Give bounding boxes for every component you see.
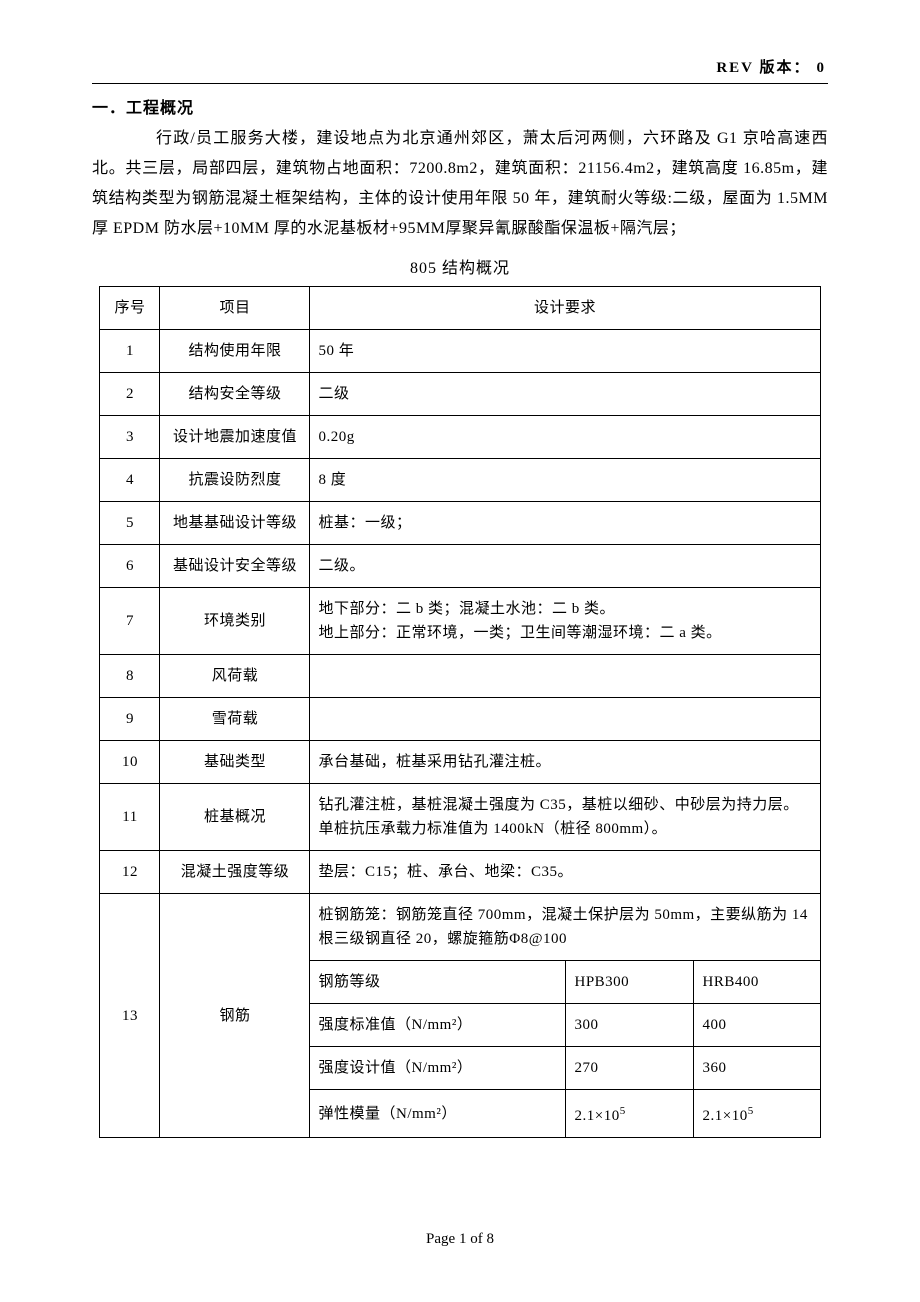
cell-seq: 9: [100, 698, 160, 741]
cell-val: 钻孔灌注桩，基桩混凝土强度为 C35，基桩以细砂、中砂层为持力层。 单桩抗压承载…: [310, 784, 820, 851]
cell-val: 0.20g: [310, 416, 820, 459]
table-row: 1 结构使用年限 50 年: [100, 330, 820, 373]
cell-val: 二级。: [310, 545, 820, 588]
sub-hrb: HRB400: [694, 961, 820, 1004]
cell-val: [310, 655, 820, 698]
cell-item: 设计地震加速度值: [160, 416, 310, 459]
cell-seq: 2: [100, 373, 160, 416]
cell-item: 钢筋: [160, 894, 310, 1138]
col-seq: 序号: [100, 287, 160, 330]
rev-label: REV 版本：: [716, 60, 810, 76]
cell-seq: 1: [100, 330, 160, 373]
cell-item: 环境类别: [160, 588, 310, 655]
col-req: 设计要求: [310, 287, 820, 330]
sub-hrb: 2.1×105: [694, 1090, 820, 1138]
cell-line: 地上部分：正常环境，一类；卫生间等潮湿环境：二 a 类。: [318, 625, 721, 641]
table-row: 8 风荷载: [100, 655, 820, 698]
cell-seq: 6: [100, 545, 160, 588]
cell-seq: 5: [100, 502, 160, 545]
table-row: 5 地基基础设计等级 桩基：一级；: [100, 502, 820, 545]
cell-item: 结构使用年限: [160, 330, 310, 373]
cell-line: 钻孔灌注桩，基桩混凝土强度为 C35，基桩以细砂、中砂层为持力层。: [318, 797, 798, 813]
table-row: 11 桩基概况 钻孔灌注桩，基桩混凝土强度为 C35，基桩以细砂、中砂层为持力层…: [100, 784, 820, 851]
cell-val: 二级: [310, 373, 820, 416]
sub-label: 弹性模量（N/mm²）: [310, 1090, 566, 1138]
page-footer: Page 1 of 8: [0, 1231, 920, 1248]
intro-paragraph: 行政/员工服务大楼，建设地点为北京通州郊区，萧太后河两侧，六环路及 G1 京哈高…: [92, 124, 828, 244]
sub-label: 强度设计值（N/mm²）: [310, 1047, 566, 1090]
cell-line: 地下部分：二 b 类；混凝土水池：二 b 类。: [318, 601, 615, 617]
cell-val: 桩基：一级；: [310, 502, 820, 545]
sub-hpb: 2.1×105: [566, 1090, 694, 1138]
cell-item: 混凝土强度等级: [160, 851, 310, 894]
cell-seq: 11: [100, 784, 160, 851]
cell-val: 承台基础，桩基采用钻孔灌注桩。: [310, 741, 820, 784]
page: REV 版本： 0 一．工程概况 行政/员工服务大楼，建设地点为北京通州郊区，萧太…: [0, 0, 920, 1302]
superscript: 5: [620, 1105, 626, 1117]
cell-val: 50 年: [310, 330, 820, 373]
sub-label: 强度标准值（N/mm²）: [310, 1004, 566, 1047]
cell-seq: 3: [100, 416, 160, 459]
cell-val: 垫层：C15；桩、承台、地梁：C35。: [310, 851, 820, 894]
cell-item: 地基基础设计等级: [160, 502, 310, 545]
table-row: 4 抗震设防烈度 8 度: [100, 459, 820, 502]
cell-seq: 8: [100, 655, 160, 698]
table-row: 3 设计地震加速度值 0.20g: [100, 416, 820, 459]
sub-hrb: 400: [694, 1004, 820, 1047]
cell-seq: 13: [100, 894, 160, 1138]
sub-hrb: 360: [694, 1047, 820, 1090]
cell-item: 风荷载: [160, 655, 310, 698]
cell-seq: 10: [100, 741, 160, 784]
cell-line: 单桩抗压承载力标准值为 1400kN（桩径 800mm）。: [318, 821, 667, 837]
table-caption: 805 结构概况: [92, 254, 828, 278]
cell-item: 抗震设防烈度: [160, 459, 310, 502]
cell-val: 桩钢筋笼：钢筋笼直径 700mm，混凝土保护层为 50mm，主要纵筋为 14 根…: [310, 894, 820, 961]
table-row: 10 基础类型 承台基础，桩基采用钻孔灌注桩。: [100, 741, 820, 784]
cell-seq: 12: [100, 851, 160, 894]
cell-item: 结构安全等级: [160, 373, 310, 416]
rev-header: REV 版本： 0: [92, 56, 828, 77]
table-row: 12 混凝土强度等级 垫层：C15；桩、承台、地梁：C35。: [100, 851, 820, 894]
col-item: 项目: [160, 287, 310, 330]
cell-seq: 7: [100, 588, 160, 655]
structure-table: 序号 项目 设计要求 1 结构使用年限 50 年 2 结构安全等级 二级 3 设…: [99, 286, 820, 1138]
val-text: 2.1×10: [574, 1108, 619, 1124]
cell-line: 根三级钢直径 20，螺旋箍筋Φ8@100: [318, 931, 567, 947]
cell-val: 地下部分：二 b 类；混凝土水池：二 b 类。 地上部分：正常环境，一类；卫生间…: [310, 588, 820, 655]
val-text: 2.1×10: [702, 1108, 747, 1124]
cell-item: 基础设计安全等级: [160, 545, 310, 588]
table-row: 2 结构安全等级 二级: [100, 373, 820, 416]
cell-val: [310, 698, 820, 741]
header-rule: [92, 83, 828, 84]
table-row: 13 钢筋 桩钢筋笼：钢筋笼直径 700mm，混凝土保护层为 50mm，主要纵筋…: [100, 894, 820, 961]
cell-val: 8 度: [310, 459, 820, 502]
table-row: 6 基础设计安全等级 二级。: [100, 545, 820, 588]
section-title: 一．工程概况: [92, 94, 828, 118]
cell-item: 雪荷载: [160, 698, 310, 741]
table-row: 7 环境类别 地下部分：二 b 类；混凝土水池：二 b 类。 地上部分：正常环境…: [100, 588, 820, 655]
sub-label: 钢筋等级: [310, 961, 566, 1004]
cell-item: 桩基概况: [160, 784, 310, 851]
rev-number: 0: [817, 60, 825, 76]
cell-line: 桩钢筋笼：钢筋笼直径 700mm，混凝土保护层为 50mm，主要纵筋为 14: [318, 907, 807, 923]
table-header-row: 序号 项目 设计要求: [100, 287, 820, 330]
sub-hpb: 300: [566, 1004, 694, 1047]
sub-hpb: 270: [566, 1047, 694, 1090]
superscript: 5: [748, 1105, 754, 1117]
cell-item: 基础类型: [160, 741, 310, 784]
table-row: 9 雪荷载: [100, 698, 820, 741]
sub-hpb: HPB300: [566, 961, 694, 1004]
cell-seq: 4: [100, 459, 160, 502]
